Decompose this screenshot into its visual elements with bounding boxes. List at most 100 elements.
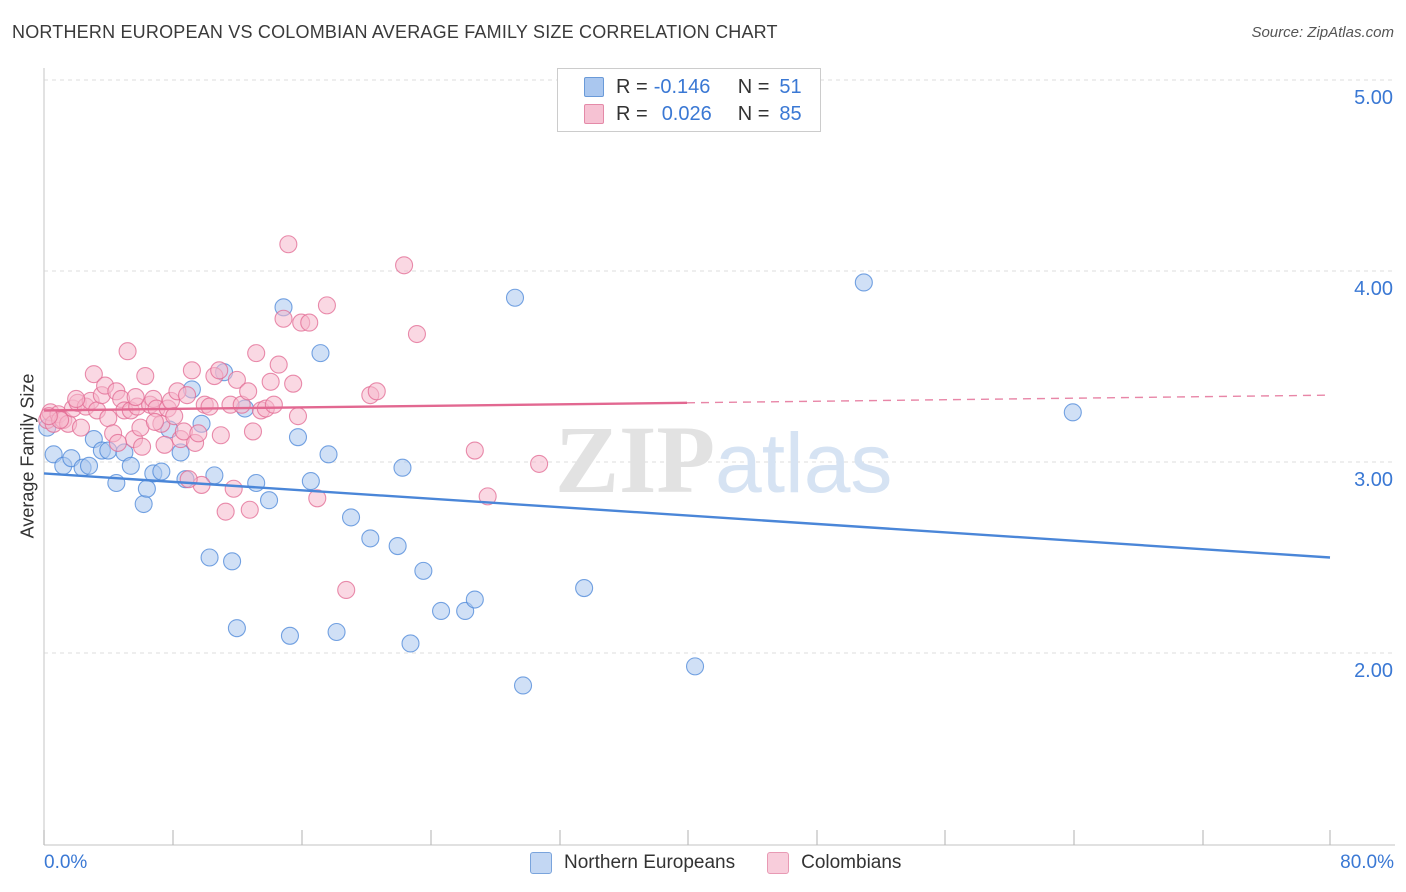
colombians-point [227,370,246,389]
northern-europeans-point [388,536,407,556]
northern-europeans-point [465,590,484,609]
colombians-point [200,397,219,416]
series-swatch-northern [530,852,552,874]
colombians-point [247,344,266,363]
northern-europeans-trendline [43,472,1331,559]
northern-europeans-point [401,634,420,653]
colombians-point [243,422,263,441]
northern-europeans-point [414,561,433,580]
colombians-point [71,418,91,437]
legend-swatch-northern [584,77,604,97]
colombians-point [84,365,103,384]
colombians-point [478,487,497,506]
northern-europeans-point [311,344,330,363]
y-axis-label: Average Family Size [17,373,38,539]
northern-europeans-point [361,529,380,548]
x-tick-min: 0.0% [44,852,88,873]
colombians-point [367,382,386,401]
northern-europeans-point [200,548,219,567]
colombians-point [155,435,174,454]
colombians-point [407,324,426,344]
northern-europeans-point [134,494,153,514]
series-name-colombian: Colombians [801,852,902,873]
colombians-point [308,489,327,508]
colombians-point [337,580,356,600]
colombians-point [126,388,145,407]
y-tick-label: 4.00 [1354,278,1393,300]
colombians-point [240,500,259,519]
legend-n-label: N = [737,102,770,125]
colombians-point [269,355,288,374]
colombians-point [108,433,127,452]
colombians-point [284,374,303,393]
colombians-point [274,309,293,328]
colombians-point [136,366,155,386]
colombians-point [239,382,258,401]
colombians-point [288,407,308,426]
colombians-point [465,441,484,460]
colombians-point [530,454,549,473]
colombians-point [99,409,118,428]
northern-europeans-point [137,479,156,498]
series-swatch-colombian [767,852,790,874]
colombians-point [211,426,230,445]
series-legend-colombian[interactable]: Colombians [767,852,901,874]
legend-r-value-colombian: 0.026 [661,102,712,125]
legend-swatch-colombian [584,104,604,124]
northern-europeans-point [393,458,412,477]
legend-n-value-northern: 51 [779,75,802,98]
northern-europeans-point [259,491,279,510]
northern-europeans-point [432,601,451,621]
northern-europeans-point [301,472,320,491]
colombians-point [133,437,152,456]
series-name-northern: Northern Europeans [564,852,736,873]
colombians-point [189,424,208,443]
northern-europeans-point [152,462,171,481]
colombians-point [395,256,414,275]
colombians-trendline-extension [686,394,1331,404]
watermark-zip: ZIP [555,406,715,513]
colombians-point [317,296,336,315]
chart-title: NORTHERN EUROPEAN VS COLOMBIAN AVERAGE F… [12,22,778,42]
colombians-point [264,395,283,414]
legend-n-value-colombian: 85 [779,102,802,125]
northern-europeans-point [341,508,361,527]
legend-r-value-northern: -0.146 [653,75,711,98]
colombians-point [165,407,184,426]
northern-europeans-point [79,456,99,475]
northern-europeans-point [227,619,246,638]
legend-row-colombian: R = 0.026 N = 85 [584,102,802,126]
colombians-point [279,235,298,254]
colombians-point [300,313,319,332]
northern-europeans-point [685,657,705,676]
northern-europeans-point [121,456,140,475]
northern-europeans-point [288,428,308,447]
colombians-point [39,407,58,426]
northern-europeans-point [505,288,525,307]
northern-europeans-point [319,445,338,464]
colombians-point [182,361,201,380]
y-tick-label: 3.00 [1354,469,1393,491]
colombians-point [224,479,243,498]
colombians-point [216,502,235,521]
northern-europeans-point [1063,403,1082,422]
legend-n-label: N = [737,75,770,98]
northern-europeans-point [513,676,533,695]
northern-europeans-point [223,552,242,571]
colombians-point [67,389,86,409]
northern-europeans-point [327,622,346,642]
northern-europeans-point [575,579,594,598]
correlation-legend: R = -0.146 N = 51 R = 0.026 N = 85 [557,68,821,132]
y-tick-label: 2.00 [1354,660,1393,682]
northern-europeans-point [247,473,266,493]
colombians-point [261,372,280,391]
colombians-trendline [43,401,688,412]
legend-row-northern: R = -0.146 N = 51 [584,75,802,99]
northern-europeans-point [854,273,873,292]
source-credit: Source: ZipAtlas.com [1251,24,1394,41]
colombians-point [178,386,197,405]
colombians-point [118,342,137,361]
series-legend-northern[interactable]: Northern Europeans [530,852,735,874]
legend-r-label: R = [616,75,648,98]
